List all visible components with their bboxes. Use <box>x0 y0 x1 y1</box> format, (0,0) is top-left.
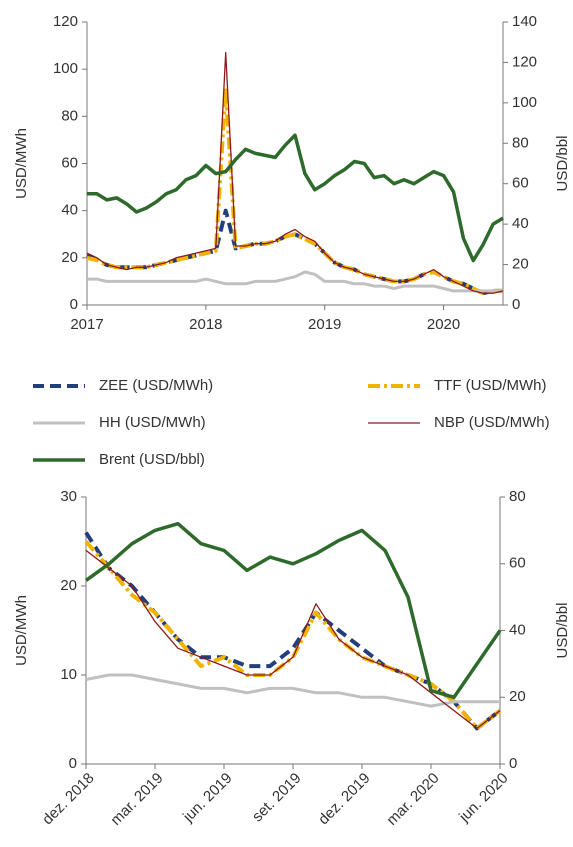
y2-axis-label: USD/bbl <box>554 603 571 659</box>
y2-tick-label: 120 <box>512 53 537 70</box>
y-tick-label: 60 <box>61 154 78 171</box>
x-tick-label: 2017 <box>70 316 103 333</box>
y-tick-label: 20 <box>61 249 78 266</box>
y-tick-label: 10 <box>60 666 77 683</box>
series-line <box>87 270 503 293</box>
y-axis-label: USD/MWh <box>13 128 30 199</box>
legend-label: ZEE (USD/MWh) <box>99 377 213 394</box>
y-tick-label: 120 <box>53 13 78 30</box>
series-line <box>85 549 501 730</box>
y2-tick-label: 100 <box>512 94 537 111</box>
x-tick-label: 2020 <box>427 316 460 333</box>
x-tick-label: mar. 2020 <box>383 770 442 829</box>
y-tick-label: 20 <box>60 577 77 594</box>
x-tick-label: jun. 2019 <box>179 770 235 826</box>
legend-label: NBP (USD/MWh) <box>434 414 550 431</box>
y2-axis-label: USD/bbl <box>554 136 571 192</box>
series-line <box>86 52 504 294</box>
y-tick-label: 80 <box>61 107 78 124</box>
legend-label: Brent (USD/bbl) <box>99 451 205 468</box>
y-tick-label: 30 <box>60 488 77 505</box>
legend-label: HH (USD/MWh) <box>99 414 206 431</box>
series-line <box>84 521 502 700</box>
series-line <box>86 86 503 296</box>
y2-tick-label: 80 <box>509 488 526 505</box>
y2-tick-label: 80 <box>512 134 529 151</box>
x-tick-label: jun. 2020 <box>455 770 511 826</box>
y2-tick-label: 60 <box>509 555 526 572</box>
series-line <box>85 673 500 708</box>
y2-tick-label: 40 <box>509 621 526 638</box>
y2-tick-label: 60 <box>512 175 529 192</box>
y-tick-label: 0 <box>70 296 78 313</box>
y2-tick-label: 0 <box>512 296 520 313</box>
y2-tick-label: 20 <box>509 688 526 705</box>
y2-tick-label: 20 <box>512 256 529 273</box>
series-line <box>87 133 504 263</box>
legend-label: TTF (USD/MWh) <box>434 377 546 394</box>
x-tick-label: dez. 2018 <box>39 770 98 829</box>
y-tick-label: 40 <box>61 202 78 219</box>
x-tick-label: mar. 2019 <box>107 770 166 829</box>
x-tick-label: dez. 2019 <box>315 770 374 829</box>
y2-tick-label: 40 <box>512 215 529 232</box>
y-tick-label: 0 <box>69 755 77 772</box>
y-tick-label: 100 <box>53 60 78 77</box>
x-tick-label: 2018 <box>189 316 222 333</box>
y-axis-label: USD/MWh <box>13 595 30 666</box>
x-tick-label: 2019 <box>308 316 341 333</box>
x-tick-label: set. 2019 <box>249 770 305 826</box>
series-line <box>84 540 502 731</box>
y2-tick-label: 0 <box>509 755 517 772</box>
y2-tick-label: 140 <box>512 13 537 30</box>
